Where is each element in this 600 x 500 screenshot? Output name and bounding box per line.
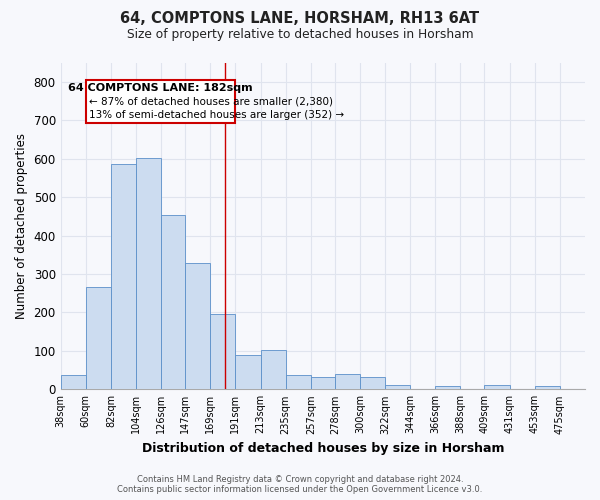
Bar <box>360 376 385 390</box>
X-axis label: Distribution of detached houses by size in Horsham: Distribution of detached houses by size … <box>142 442 504 455</box>
Y-axis label: Number of detached properties: Number of detached properties <box>15 133 28 319</box>
Bar <box>535 386 560 390</box>
Text: ← 87% of detached houses are smaller (2,380): ← 87% of detached houses are smaller (2,… <box>89 96 333 106</box>
Bar <box>286 374 311 390</box>
Bar <box>235 354 260 390</box>
Bar <box>86 288 111 390</box>
FancyBboxPatch shape <box>86 80 235 123</box>
Bar <box>260 350 286 390</box>
Bar <box>111 164 136 390</box>
Bar <box>211 314 235 390</box>
Text: 64, COMPTONS LANE, HORSHAM, RH13 6AT: 64, COMPTONS LANE, HORSHAM, RH13 6AT <box>121 11 479 26</box>
Bar <box>185 263 211 390</box>
Bar <box>335 374 360 390</box>
Text: 64 COMPTONS LANE: 182sqm: 64 COMPTONS LANE: 182sqm <box>68 83 253 93</box>
Bar <box>436 386 460 390</box>
Text: Contains HM Land Registry data © Crown copyright and database right 2024.
Contai: Contains HM Land Registry data © Crown c… <box>118 474 482 494</box>
Text: 13% of semi-detached houses are larger (352) →: 13% of semi-detached houses are larger (… <box>89 110 344 120</box>
Bar <box>61 374 86 390</box>
Bar <box>311 376 335 390</box>
Bar <box>136 158 161 390</box>
Bar <box>484 386 509 390</box>
Text: Size of property relative to detached houses in Horsham: Size of property relative to detached ho… <box>127 28 473 41</box>
Bar <box>385 386 410 390</box>
Bar <box>161 215 185 390</box>
